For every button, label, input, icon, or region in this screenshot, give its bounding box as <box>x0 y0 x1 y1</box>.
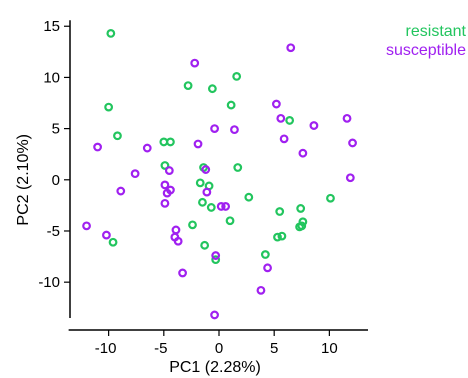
point-resistant <box>206 203 216 212</box>
point-resistant <box>113 131 122 141</box>
point-susceptible <box>210 310 219 320</box>
point-susceptible <box>160 180 170 190</box>
data-points <box>82 29 357 320</box>
point-resistant <box>295 222 304 232</box>
y-tick-label: 15 <box>43 18 60 35</box>
point-resistant <box>285 116 295 125</box>
x-tick-label: -5 <box>154 340 167 357</box>
point-susceptible <box>256 285 266 295</box>
point-susceptible <box>298 148 308 158</box>
point-resistant <box>200 240 210 250</box>
point-susceptible <box>276 113 286 123</box>
point-resistant <box>108 237 118 247</box>
y-axis-label: PC2 (2.10%) <box>15 134 32 226</box>
y-tick-label: -10 <box>38 274 60 291</box>
point-susceptible <box>309 121 319 130</box>
point-susceptible <box>190 58 200 68</box>
point-susceptible <box>178 268 187 278</box>
point-susceptible <box>164 166 174 175</box>
point-susceptible <box>173 236 183 246</box>
y-tick-label: 10 <box>43 69 60 86</box>
point-resistant <box>273 232 282 242</box>
point-resistant <box>104 102 114 112</box>
x-tick-label: -10 <box>95 340 117 357</box>
y-tick-label: 0 <box>52 172 60 189</box>
point-susceptible <box>345 173 355 183</box>
point-resistant <box>160 161 170 170</box>
point-susceptible <box>193 139 203 149</box>
point-susceptible <box>142 143 152 153</box>
point-susceptible <box>202 187 212 197</box>
point-resistant <box>198 197 207 207</box>
point-susceptible <box>130 169 140 179</box>
point-susceptible <box>279 134 289 144</box>
legend: resistant susceptible <box>386 23 467 59</box>
point-resistant <box>232 71 242 81</box>
x-tick-label: 0 <box>215 340 223 357</box>
point-resistant <box>183 81 193 91</box>
point-susceptible <box>201 165 211 174</box>
x-tick-label: 10 <box>321 340 338 357</box>
point-susceptible <box>210 124 219 134</box>
point-resistant <box>188 220 197 230</box>
x-axis-ticks: -10 -5 0 5 10 <box>95 330 338 357</box>
point-susceptible <box>171 225 181 235</box>
point-resistant <box>326 193 335 203</box>
point-susceptible <box>160 198 170 208</box>
point-resistant <box>207 84 217 94</box>
point-susceptible <box>116 186 126 196</box>
point-susceptible <box>271 99 281 109</box>
point-susceptible <box>286 43 296 53</box>
point-resistant <box>225 216 235 226</box>
axes: -10 -5 0 5 10 -10 -5 0 5 10 15 <box>38 18 368 357</box>
point-susceptible <box>211 251 221 260</box>
y-tick-label: -5 <box>47 223 60 240</box>
point-resistant <box>233 163 243 172</box>
y-tick-label: 5 <box>52 121 60 138</box>
point-resistant <box>277 231 287 241</box>
point-susceptible <box>263 263 272 273</box>
point-susceptible <box>230 125 239 135</box>
point-susceptible <box>102 230 111 240</box>
point-resistant <box>244 192 254 202</box>
point-resistant <box>275 207 285 216</box>
point-susceptible <box>162 188 172 198</box>
legend-entry-susceptible: susceptible <box>386 42 466 59</box>
point-susceptible <box>93 142 102 152</box>
x-tick-label: 5 <box>270 340 278 357</box>
x-axis-label: PC1 (2.28%) <box>169 359 261 376</box>
point-resistant <box>260 250 270 259</box>
point-resistant <box>166 137 175 147</box>
point-susceptible <box>221 202 231 211</box>
point-susceptible <box>216 202 226 211</box>
point-resistant <box>195 178 205 188</box>
point-resistant <box>226 100 236 110</box>
point-resistant <box>106 29 116 38</box>
point-resistant <box>211 255 221 265</box>
point-susceptible <box>82 221 91 231</box>
point-susceptible <box>342 113 352 123</box>
y-axis-ticks: -10 -5 0 5 10 15 <box>38 18 70 291</box>
point-susceptible <box>348 138 357 148</box>
legend-entry-resistant: resistant <box>406 23 467 40</box>
point-resistant <box>296 204 306 213</box>
